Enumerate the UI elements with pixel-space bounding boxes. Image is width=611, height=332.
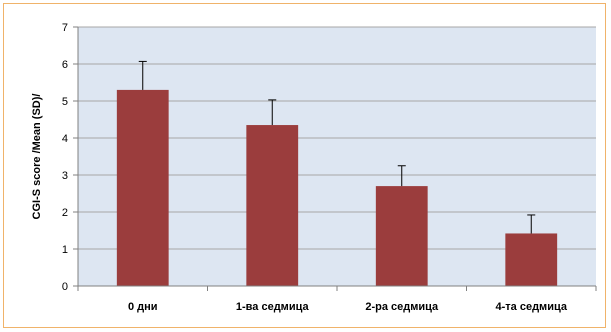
x-tick-label: 0 дни bbox=[128, 301, 158, 313]
x-tick-label: 4-та седмица bbox=[496, 301, 568, 313]
bars bbox=[116, 89, 558, 287]
y-tick-label: 6 bbox=[62, 59, 68, 71]
bar bbox=[246, 125, 299, 286]
x-tick-label: 2-ра седмица bbox=[365, 301, 439, 313]
y-tick-label: 0 bbox=[62, 281, 68, 293]
y-tick-label: 1 bbox=[62, 244, 68, 256]
y-tick-label: 5 bbox=[62, 96, 68, 108]
error-bars bbox=[138, 60, 536, 234]
y-tick-label: 4 bbox=[62, 133, 68, 145]
x-tick-labels: 0 дни 1-ва седмица 2-ра седмица 4-та седмиц… bbox=[128, 301, 568, 313]
x-tick-label: 1-ва седмица bbox=[236, 301, 310, 313]
y-axis-label: CGI-S score /Mean (SD)/ bbox=[31, 94, 43, 220]
bar bbox=[505, 233, 558, 286]
axes bbox=[77, 27, 597, 291]
y-tick-label: 3 bbox=[62, 170, 68, 182]
bar bbox=[375, 186, 428, 286]
y-tick-label: 7 bbox=[62, 22, 68, 34]
bar bbox=[116, 89, 169, 287]
y-tick-labels: 0 1 2 3 4 5 6 7 bbox=[62, 22, 68, 293]
y-tick-label: 2 bbox=[62, 207, 68, 219]
